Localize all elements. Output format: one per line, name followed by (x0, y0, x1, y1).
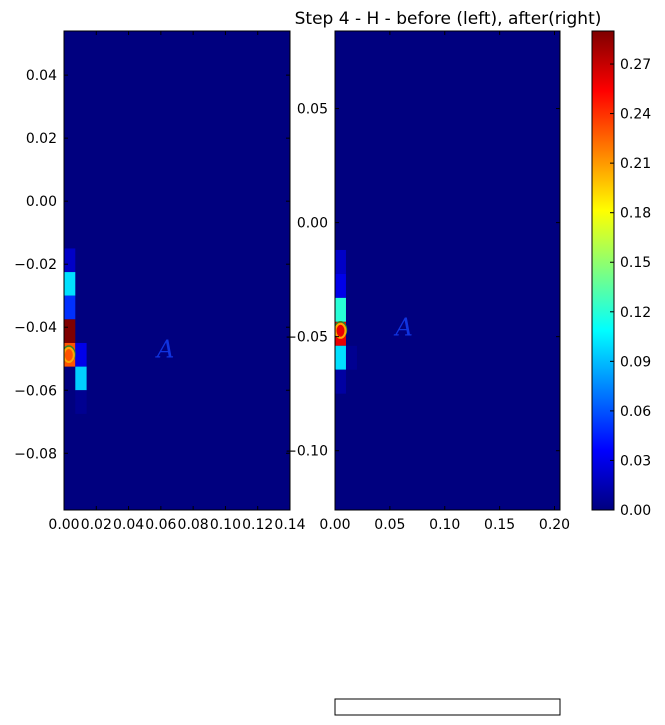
after-heatmap-cell (335, 273, 346, 298)
before-xtick-label: 0.14 (274, 517, 305, 533)
before-ytick-label: −0.08 (14, 446, 57, 462)
before-ytick-label: −0.04 (14, 320, 57, 336)
after-xtick-label: 0.00 (319, 517, 350, 533)
before-xtick-label: 0.10 (210, 517, 241, 533)
before-heatmap-cell (64, 248, 76, 273)
before-marker-inner (64, 347, 75, 364)
after-heatmap-cell (335, 345, 346, 370)
colorbar: 0.00 0.03 0.06 0.09 0.12 0.15 0.18 0.21 0.24 0.27 (591, 30, 651, 519)
colorbar-tick-label: 0.18 (620, 206, 651, 222)
colorbar-tick-label: 0.00 (620, 503, 651, 519)
colorbar-tick-label: 0.15 (620, 255, 651, 271)
after-xtick-label: 0.10 (429, 517, 460, 533)
before-xtick-label: 0.02 (81, 517, 112, 533)
before-heatmap-cell (64, 319, 76, 343)
after-heatmap-cell (345, 345, 357, 370)
colorbar-tick-label: 0.03 (620, 453, 651, 469)
colorbar-gradient (591, 30, 615, 511)
after-heatmap-cell (335, 321, 346, 346)
after-ytick-label: −0.10 (285, 444, 328, 460)
after-ytick-label: −0.05 (285, 330, 328, 346)
before-xtick-label: 0.00 (48, 517, 79, 533)
after-xtick-label: 0.20 (539, 517, 570, 533)
colorbar-tick-label: 0.21 (620, 156, 651, 172)
before-ytick-label: 0.02 (26, 131, 57, 147)
before-panel: A 0.00 0.02 0.04 0.06 0.08 0.10 0.12 0.140.040.… (14, 30, 306, 533)
after-ytick-label: 0.00 (297, 216, 328, 232)
before-ytick-label: −0.02 (14, 257, 57, 273)
after-panel: A 0.00 0.05 0.10 0.15 0.20 0.05 0.00 −0.05 −0.10 (285, 30, 570, 533)
before-ytick-label: −0.06 (14, 383, 57, 399)
empty-slider-box (334, 698, 561, 716)
before-xtick-label: 0.06 (145, 517, 176, 533)
after-plot-background (335, 31, 560, 510)
before-xtick-label: 0.12 (242, 517, 273, 533)
before-xtick-label: 0.04 (113, 517, 144, 533)
after-heatmap-cell (335, 297, 346, 322)
after-xtick-label: 0.15 (484, 517, 515, 533)
before-heatmap-cell (64, 295, 76, 320)
colorbar-tick-label: 0.12 (620, 305, 651, 321)
before-plot-frame (63, 30, 291, 511)
before-plot-background (64, 31, 290, 510)
chart-title: Step 4 - H - before (left), after(right) (295, 9, 602, 29)
colorbar-tick-label: 0.24 (620, 107, 651, 123)
colorbar-tick-label: 0.27 (620, 57, 651, 73)
before-heatmap-cell (75, 390, 87, 414)
after-heatmap-cell (335, 249, 346, 274)
after-ytick-label: 0.05 (297, 102, 328, 118)
after-annotation-label: A (393, 314, 412, 342)
before-heatmap-cell (75, 366, 87, 391)
before-annotation-label: A (155, 335, 174, 363)
after-heatmap-cell (335, 369, 346, 394)
colorbar-tick-label: 0.09 (620, 354, 651, 370)
colorbar-tick-label: 0.06 (620, 404, 651, 420)
before-heatmap-cell (75, 342, 87, 367)
before-ytick-label: 0.00 (26, 194, 57, 210)
before-heatmap-cell (64, 272, 76, 296)
before-ytick-label: 0.04 (26, 68, 57, 84)
after-xtick-label: 0.05 (374, 517, 405, 533)
before-heatmap-cell (64, 342, 76, 367)
before-xtick-label: 0.08 (178, 517, 209, 533)
after-plot-frame (334, 30, 561, 511)
